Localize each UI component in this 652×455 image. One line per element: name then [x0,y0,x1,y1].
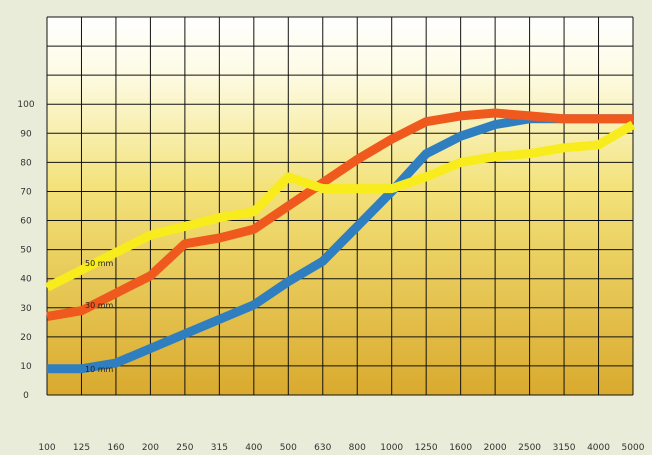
grid [46,16,634,396]
x-tick-label: 250 [176,443,193,453]
x-tick-label: 100 [38,443,55,453]
y-tick-label: 70 [20,187,32,197]
x-tick-label: 4000 [587,443,610,453]
x-tick-label: 3150 [553,443,576,453]
x-tick-label: 2500 [518,443,541,453]
x-tick-label: 1250 [415,443,438,453]
y-tick-label: 20 [20,333,32,343]
x-tick-label: 400 [245,443,262,453]
y-tick-label: 50 [20,246,32,256]
x-tick-labels: 100 125 160 200 250 315 400 500 630 800 1000 1250 16… [38,443,644,453]
series-label: 10 mm [85,365,114,374]
x-tick-label: 2000 [484,443,507,453]
series-label: 30 mm [85,301,114,310]
x-tick-label: 630 [314,443,331,453]
x-tick-label: 1000 [380,443,403,453]
series-labels: 10 mm 30 mm 50 mm [85,259,114,374]
x-tick-label: 1600 [449,443,472,453]
series-line-30-mm [46,108,633,321]
y-tick-label: 80 [20,158,32,168]
y-tick-label: 100 [17,100,34,110]
x-tick-label: 800 [349,443,366,453]
x-tick-label: 5000 [622,443,645,453]
y-tick-labels: 0 10 20 30 40 50 60 70 80 90 100 [17,100,34,401]
x-tick-label: 125 [73,443,90,453]
y-tick-label: 30 [20,304,32,314]
y-tick-label: 40 [20,275,32,285]
plot-background [47,17,633,395]
x-tick-label: 200 [142,443,159,453]
series-line-50-mm [44,120,636,292]
x-tick-label: 160 [107,443,124,453]
y-tick-label: 0 [23,391,29,401]
x-tick-label: 315 [211,443,228,453]
y-tick-label: 10 [20,362,32,372]
y-tick-label: 90 [20,129,32,139]
series-label: 50 mm [85,259,114,268]
series-lines [44,108,636,374]
x-tick-label: 500 [280,443,297,453]
y-tick-label: 60 [20,217,32,227]
